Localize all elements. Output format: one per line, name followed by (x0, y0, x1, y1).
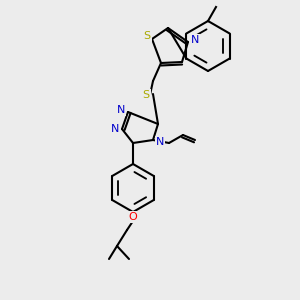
Text: N: N (111, 124, 119, 134)
Text: N: N (117, 105, 125, 115)
Text: S: S (142, 90, 150, 100)
Text: S: S (143, 31, 151, 41)
Text: N: N (191, 35, 199, 45)
Text: N: N (156, 137, 164, 147)
Text: O: O (129, 212, 137, 222)
